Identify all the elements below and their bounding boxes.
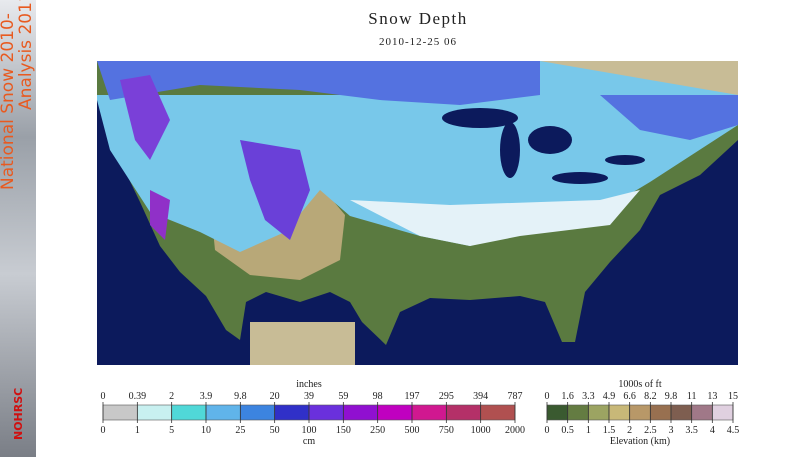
sidebar-image — [0, 0, 36, 457]
legend-swatch — [691, 404, 713, 421]
legend-swatch — [546, 404, 568, 421]
map — [97, 61, 738, 365]
legend-swatch — [650, 404, 672, 421]
legend-label-bottom: 2000 — [505, 425, 525, 436]
legend-unit-bottom: Elevation (km) — [610, 436, 670, 447]
legend-label-bottom: 150 — [336, 425, 351, 436]
legend-swatch — [670, 404, 692, 421]
legend-swatch — [308, 404, 344, 421]
legend-label-top: 39 — [304, 391, 314, 402]
legend-swatch — [446, 404, 481, 421]
legend-swatch — [411, 404, 447, 421]
lake — [528, 126, 572, 154]
map-title: Snow Depth — [368, 9, 468, 28]
legend-label-top: 4.9 — [603, 391, 616, 402]
lake — [605, 155, 645, 165]
legend-label-top: 15 — [728, 391, 738, 402]
sidebar-subtitle: Analysis 2011 — [16, 0, 36, 110]
legend-label-top: 0.39 — [129, 391, 147, 402]
legend-label-bottom: 100 — [302, 425, 317, 436]
legend-unit-top: 1000s of ft — [618, 379, 662, 390]
legend-label-top: 8.2 — [644, 391, 657, 402]
legend-label-top: 9.8 — [234, 391, 247, 402]
sidebar-years: 2010- — [0, 13, 18, 62]
legend-label-bottom: 1.5 — [603, 425, 616, 436]
legend-swatch — [240, 404, 275, 421]
lake — [500, 122, 520, 178]
legend-label-top: 1.6 — [561, 391, 574, 402]
sidebar-title: National Snow 2010- — [0, 13, 18, 190]
legend-label-bottom: 1 — [586, 425, 591, 436]
legend-label-bottom: 500 — [405, 425, 420, 436]
legend-swatch — [480, 404, 516, 421]
sidebar-years: 2011 — [16, 0, 36, 35]
legend-label-bottom: 2 — [627, 425, 632, 436]
sidebar-subtitle: Analysis — [16, 40, 36, 110]
legend-label-bottom: 0.5 — [561, 425, 574, 436]
legend-swatch — [377, 404, 413, 421]
legend-label-bottom: 25 — [235, 425, 245, 436]
legend-swatch — [343, 404, 378, 421]
legend-label-top: 0 — [545, 391, 550, 402]
mexico — [250, 322, 355, 365]
legend-swatch — [171, 404, 207, 421]
legend-label-bottom: 750 — [439, 425, 454, 436]
legend-label-top: 20 — [270, 391, 280, 402]
logo: NOHRSC — [12, 388, 25, 440]
legend-swatch — [712, 404, 734, 421]
legend-label-bottom: 0 — [101, 425, 106, 436]
legend-label-bottom: 1 — [135, 425, 140, 436]
legend-swatch — [274, 404, 310, 421]
legend-label-top: 0 — [101, 391, 106, 402]
legend-label-top: 3.3 — [582, 391, 595, 402]
legend-label-bottom: 250 — [370, 425, 385, 436]
mountain-snow — [240, 140, 310, 240]
legend-label-top: 9.8 — [665, 391, 678, 402]
legend-swatch — [102, 404, 138, 421]
legend-unit-bottom: cm — [303, 436, 315, 447]
deep-snow — [97, 61, 540, 105]
legend-label-top: 197 — [405, 391, 420, 402]
legend-label-top: 98 — [373, 391, 383, 402]
legend-swatch — [137, 404, 172, 421]
mountain-snow — [120, 75, 170, 160]
legend-swatch — [567, 404, 589, 421]
legend-label-bottom: 1000 — [471, 425, 491, 436]
legend-label-bottom: 4.5 — [727, 425, 740, 436]
mountain-snow — [150, 190, 170, 240]
legend-label-top: 3.9 — [200, 391, 213, 402]
legend-label-top: 394 — [473, 391, 488, 402]
legend-label-bottom: 3 — [669, 425, 674, 436]
legend-swatch — [608, 404, 630, 421]
legend-label-top: 13 — [707, 391, 717, 402]
legends: inchescm000.391253.9109.8252050391005915… — [101, 379, 740, 447]
legend-label-top: 11 — [687, 391, 697, 402]
lake — [552, 172, 608, 184]
legend-label-bottom: 4 — [710, 425, 715, 436]
map-date: 2010-12-25 06 — [379, 36, 457, 48]
legend-label-bottom: 10 — [201, 425, 211, 436]
legend-label-bottom: 0 — [545, 425, 550, 436]
legend-unit-top: inches — [296, 379, 322, 390]
legend-label-bottom: 3.5 — [685, 425, 698, 436]
legend-swatch — [588, 404, 610, 421]
sidebar-text: National Snow 2010- Analysis 2011 — [0, 0, 36, 190]
sidebar-title: National Snow — [0, 68, 18, 190]
legend-label-top: 6.6 — [623, 391, 636, 402]
light-snow — [350, 190, 640, 246]
legend-swatch — [629, 404, 651, 421]
legend-label-top: 787 — [508, 391, 523, 402]
legend-label-bottom: 5 — [169, 425, 174, 436]
legend-label-bottom: 2.5 — [644, 425, 657, 436]
lake — [442, 108, 518, 128]
legend-label-top: 295 — [439, 391, 454, 402]
great-lakes — [442, 108, 645, 184]
deep-snow — [600, 95, 738, 140]
legend-swatch — [205, 404, 241, 421]
legend-label-top: 59 — [338, 391, 348, 402]
legend-label-top: 2 — [169, 391, 174, 402]
legend-label-bottom: 50 — [270, 425, 280, 436]
